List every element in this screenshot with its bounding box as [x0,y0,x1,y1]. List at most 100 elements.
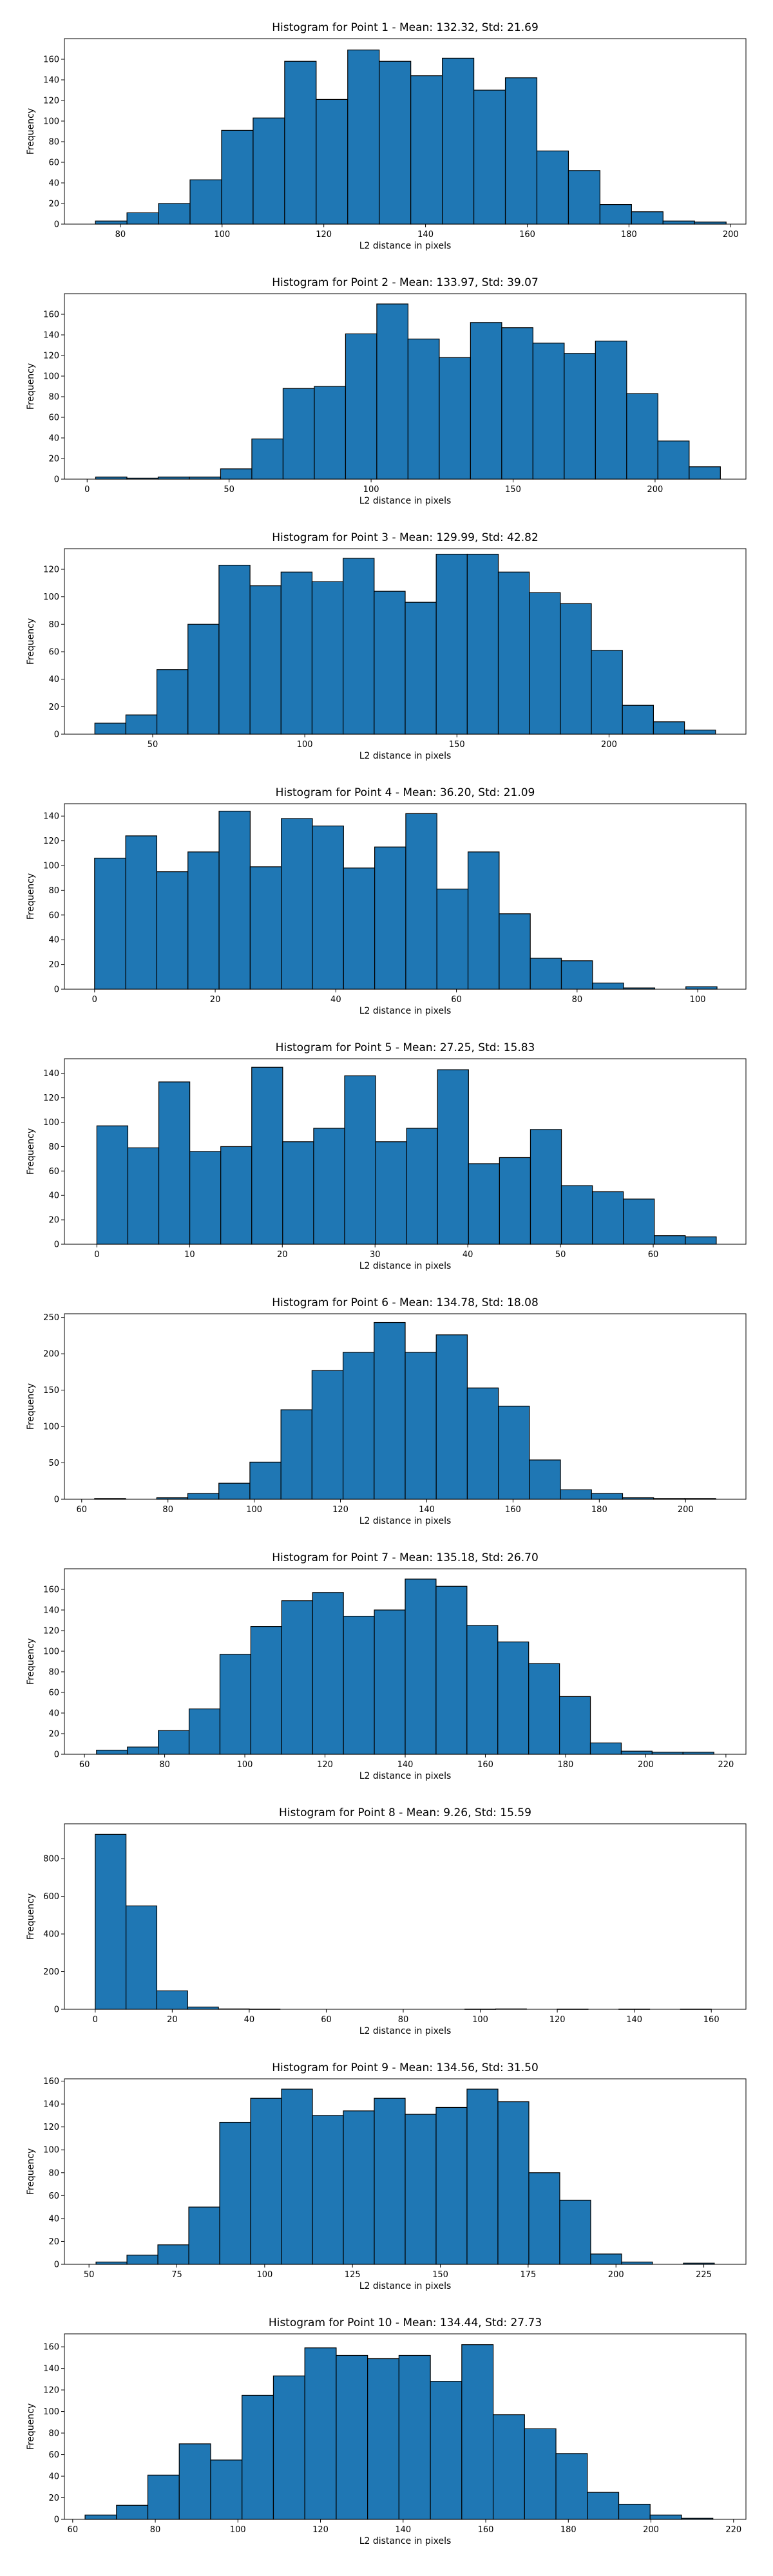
x-tick-label: 125 [345,2270,361,2280]
histogram-bar [654,1235,686,1245]
histogram-bar [435,1586,468,1755]
histogram-bar [187,623,220,735]
histogram-bar [343,558,375,735]
y-tick-label: 800 [43,1855,59,1864]
x-tick-label: 60 [648,1250,659,1260]
y-tick-label: 100 [43,2407,59,2417]
histogram-bar [497,2101,530,2265]
plot-frame [64,2333,747,2520]
y-tick-label: 140 [43,1606,59,1616]
y-tick-label: 100 [43,2146,59,2155]
x-tick-label: 160 [703,2015,720,2025]
y-tick-label: 40 [48,434,59,444]
plot-frame [64,2078,747,2265]
chart-title: Histogram for Point 2 - Mean: 133.97, St… [272,276,539,289]
y-tick-label: 60 [48,1167,59,1177]
y-tick-label: 80 [48,620,59,630]
x-tick-label: 0 [94,1250,99,1260]
histogram-bar [218,1482,251,1500]
y-tick-label: 20 [48,2237,59,2247]
histogram-bar [407,338,440,480]
y-tick-label: 0 [54,220,59,230]
x-tick-label: 120 [312,2525,329,2535]
histogram-bar [589,1742,622,1755]
histogram-bar [188,2206,220,2265]
histogram-bar [501,327,533,480]
x-tick-label: 180 [621,230,637,240]
x-tick-label: 50 [148,740,158,750]
x-axis-label: L2 distance in pixels [359,1261,452,1271]
histogram-bar [435,553,468,735]
y-axis-label: Frequency [26,1383,36,1430]
x-axis-label: L2 distance in pixels [359,1006,452,1016]
x-tick-label: 10 [184,1250,195,1260]
histogram-bar [126,212,159,225]
y-tick-label: 40 [48,2472,59,2482]
histogram-bar [529,1459,561,1500]
histogram-bar [591,650,623,735]
y-tick-label: 120 [43,97,59,106]
histogram-bar [685,986,718,990]
histogram-bar [220,468,253,480]
x-tick-label: 160 [478,2525,494,2535]
histogram-5: Histogram for Point 5 - Mean: 27.25, Std… [26,1041,747,1271]
histogram-bar [405,1352,437,1500]
chart-title: Histogram for Point 6 - Mean: 134.78, St… [272,1296,539,1309]
y-tick-label: 80 [48,2168,59,2178]
y-tick-label: 200 [43,1967,59,1977]
histogram-bar [220,1146,253,1245]
y-tick-label: 80 [48,1668,59,1678]
histogram-bar [559,2199,591,2265]
histogram-bar [126,2255,158,2265]
y-tick-label: 60 [48,1689,59,1698]
y-tick-label: 100 [43,592,59,602]
y-axis-label: Frequency [26,1893,36,1940]
histogram-bar [375,1141,407,1245]
histogram-bar [622,705,654,735]
histogram-bar [281,818,313,990]
histogram-bar [156,871,189,990]
histogram-bar [178,2443,211,2520]
y-tick-label: 0 [54,1750,59,1760]
histogram-bar [595,340,627,480]
y-tick-label: 100 [43,372,59,382]
histogram-bar [499,1157,531,1245]
histogram-bar [587,2492,620,2520]
y-tick-label: 120 [43,1094,59,1103]
y-tick-label: 80 [48,1142,59,1152]
y-tick-label: 120 [43,352,59,361]
x-tick-label: 80 [115,230,126,240]
x-tick-label: 100 [297,740,313,750]
chart-title: Histogram for Point 4 - Mean: 36.20, Std… [276,786,535,799]
x-tick-label: 140 [397,1760,414,1770]
histogram-bar [376,303,409,480]
histogram-bar [467,851,500,990]
y-tick-label: 120 [43,2386,59,2396]
x-tick-label: 50 [555,1250,566,1260]
y-tick-label: 0 [54,1495,59,1505]
histogram-bar [499,913,531,990]
histogram-bar [96,1750,128,1755]
y-axis-label: Frequency [26,873,36,920]
x-tick-label: 100 [230,2525,246,2535]
histogram-bar [312,2115,344,2265]
y-tick-label: 0 [54,475,59,485]
x-tick-label: 20 [210,995,221,1005]
x-tick-label: 80 [398,2015,409,2025]
histogram-bars [94,810,718,990]
histogram-bar [683,729,716,735]
histogram-bar [219,2121,251,2265]
histogram-bar [342,1352,375,1500]
histogram-bar [497,1642,530,1755]
y-tick-label: 20 [48,960,59,970]
histogram-7: Histogram for Point 7 - Mean: 135.18, St… [26,1551,747,1781]
x-tick-label: 50 [84,2270,95,2280]
histogram-8: Histogram for Point 8 - Mean: 9.26, Std:… [26,1806,747,2036]
y-tick-label: 120 [43,1627,59,1636]
y-tick-label: 60 [48,911,59,920]
histogram-bar [282,388,315,480]
x-tick-label: 100 [363,485,379,495]
y-tick-label: 20 [48,200,59,209]
histogram-bar [466,1387,499,1500]
x-tick-label: 220 [718,1760,734,1770]
